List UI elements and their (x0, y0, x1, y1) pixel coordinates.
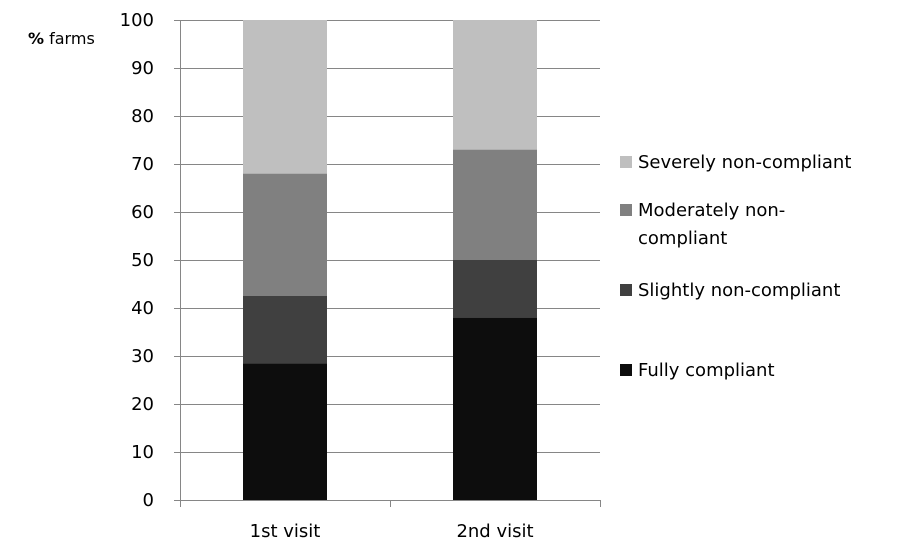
y-tick-labels: 0 10 20 30 40 50 60 70 80 90 100 (120, 10, 154, 511)
x-tick-labels: 1st visit 2nd visit (250, 521, 534, 542)
y-tick-label: 80 (131, 106, 154, 127)
y-tick-label: 60 (131, 202, 154, 223)
legend-label: Fully compliant (638, 360, 775, 381)
y-tick-label: 30 (131, 346, 154, 367)
legend-label: Slightly non-compliant (638, 280, 840, 301)
y-tick-label: 50 (131, 250, 154, 271)
x-tick-label: 2nd visit (456, 521, 533, 542)
legend-swatch (620, 364, 632, 376)
legend: Severely non-compliant Moderately non-com… (620, 152, 851, 381)
y-tick-label: 0 (143, 490, 154, 511)
y-axis-label: % farms (28, 29, 95, 48)
y-axis-label-percent: % (28, 29, 44, 48)
bar-segment-severely-non-compliant (453, 20, 537, 150)
bar-segment-moderately-non-compliant (453, 149, 537, 260)
bar-segment-fully-compliant (243, 363, 327, 500)
legend-swatch (620, 204, 632, 216)
legend-label: compliant (638, 228, 727, 249)
bar-segment-slightly-non-compliant (453, 260, 537, 318)
legend-swatch (620, 156, 632, 168)
y-tick-label: 70 (131, 154, 154, 175)
bar-segment-severely-non-compliant (243, 20, 327, 174)
bars (243, 20, 537, 500)
y-tick-label: 10 (131, 442, 154, 463)
y-tick-label: 40 (131, 298, 154, 319)
y-tick-label: 90 (131, 58, 154, 79)
y-tick-label: 100 (120, 10, 154, 31)
y-axis-label-text: farms (44, 29, 95, 48)
legend-label: Moderately non- (638, 200, 785, 221)
legend-label: Severely non-compliant (638, 152, 851, 173)
axes (174, 20, 601, 507)
y-tick-label: 20 (131, 394, 154, 415)
bar-segment-slightly-non-compliant (243, 296, 327, 364)
legend-swatch (620, 284, 632, 296)
x-tick-label: 1st visit (250, 521, 321, 542)
bar-segment-moderately-non-compliant (243, 173, 327, 296)
bar-segment-fully-compliant (453, 317, 537, 500)
